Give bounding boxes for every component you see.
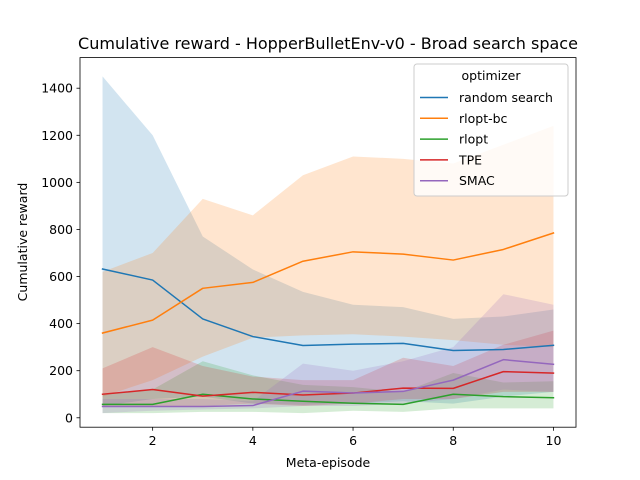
legend-label-rlopt: rlopt bbox=[459, 132, 488, 147]
series-lines bbox=[101, 232, 555, 408]
y-tick-label: 1200 bbox=[41, 128, 73, 143]
legend-frame bbox=[413, 63, 569, 197]
points-rlopt-bc bbox=[102, 232, 554, 334]
legend-label-smac: SMAC bbox=[459, 173, 495, 188]
chart-title: Cumulative reward - HopperBulletEnv-v0 -… bbox=[78, 34, 578, 53]
points-random-search bbox=[102, 268, 554, 351]
line-random-search bbox=[101, 268, 555, 352]
legend: optimizer random search rlopt-bc rlopt TPE S… bbox=[413, 63, 569, 197]
y-tick-label: 800 bbox=[49, 222, 73, 237]
line-tpe bbox=[101, 370, 555, 397]
line-rlopt bbox=[101, 393, 555, 406]
y-tick-label: 200 bbox=[49, 363, 73, 378]
x-tick-label: 2 bbox=[149, 433, 157, 448]
y-tick-label: 1000 bbox=[41, 175, 73, 190]
x-tick-label: 6 bbox=[349, 433, 357, 448]
band-rlopt bbox=[102, 361, 554, 414]
legend-items: random search rlopt-bc rlopt TPE SMAC bbox=[420, 90, 553, 188]
x-axis-ticks: 2 4 6 8 10 bbox=[149, 427, 562, 448]
plot-frame bbox=[79, 57, 577, 428]
points-smac bbox=[102, 359, 554, 407]
y-tick-label: 400 bbox=[49, 316, 73, 331]
y-axis-label: Cumulative reward bbox=[15, 183, 30, 302]
legend-label-random-search: random search bbox=[459, 90, 553, 105]
x-tick-label: 4 bbox=[249, 433, 257, 448]
y-tick-label: 0 bbox=[65, 410, 73, 425]
x-axis-label: Meta-episode bbox=[286, 455, 371, 470]
legend-label-rlopt-bc: rlopt-bc bbox=[459, 111, 508, 126]
y-axis-ticks: 0 200 400 600 800 1000 1200 1400 bbox=[41, 81, 80, 425]
line-rlopt-bc bbox=[101, 232, 555, 334]
legend-label-tpe: TPE bbox=[458, 152, 482, 167]
line-smac bbox=[101, 358, 555, 408]
y-tick-label: 600 bbox=[49, 269, 73, 284]
x-tick-label: 10 bbox=[546, 433, 562, 448]
legend-title: optimizer bbox=[462, 68, 522, 83]
points-rlopt bbox=[102, 394, 554, 405]
x-tick-label: 8 bbox=[449, 433, 457, 448]
band-tpe bbox=[102, 330, 554, 407]
y-tick-label: 1400 bbox=[41, 81, 73, 96]
